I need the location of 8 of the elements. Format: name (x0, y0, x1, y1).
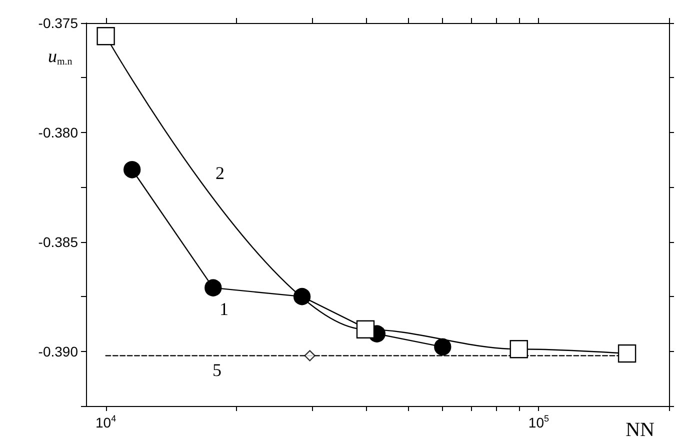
x-axis-title: NN (626, 419, 654, 441)
y-tick-label: -0.390 (38, 343, 78, 360)
series-label: 2 (216, 163, 224, 183)
y-tick-label: -0.385 (38, 234, 78, 250)
series-label: 5 (212, 360, 222, 380)
series-label: 1 (220, 299, 228, 319)
y-tick-label: -0.375 (38, 15, 78, 31)
y-tick-label: -0.380 (38, 124, 78, 140)
